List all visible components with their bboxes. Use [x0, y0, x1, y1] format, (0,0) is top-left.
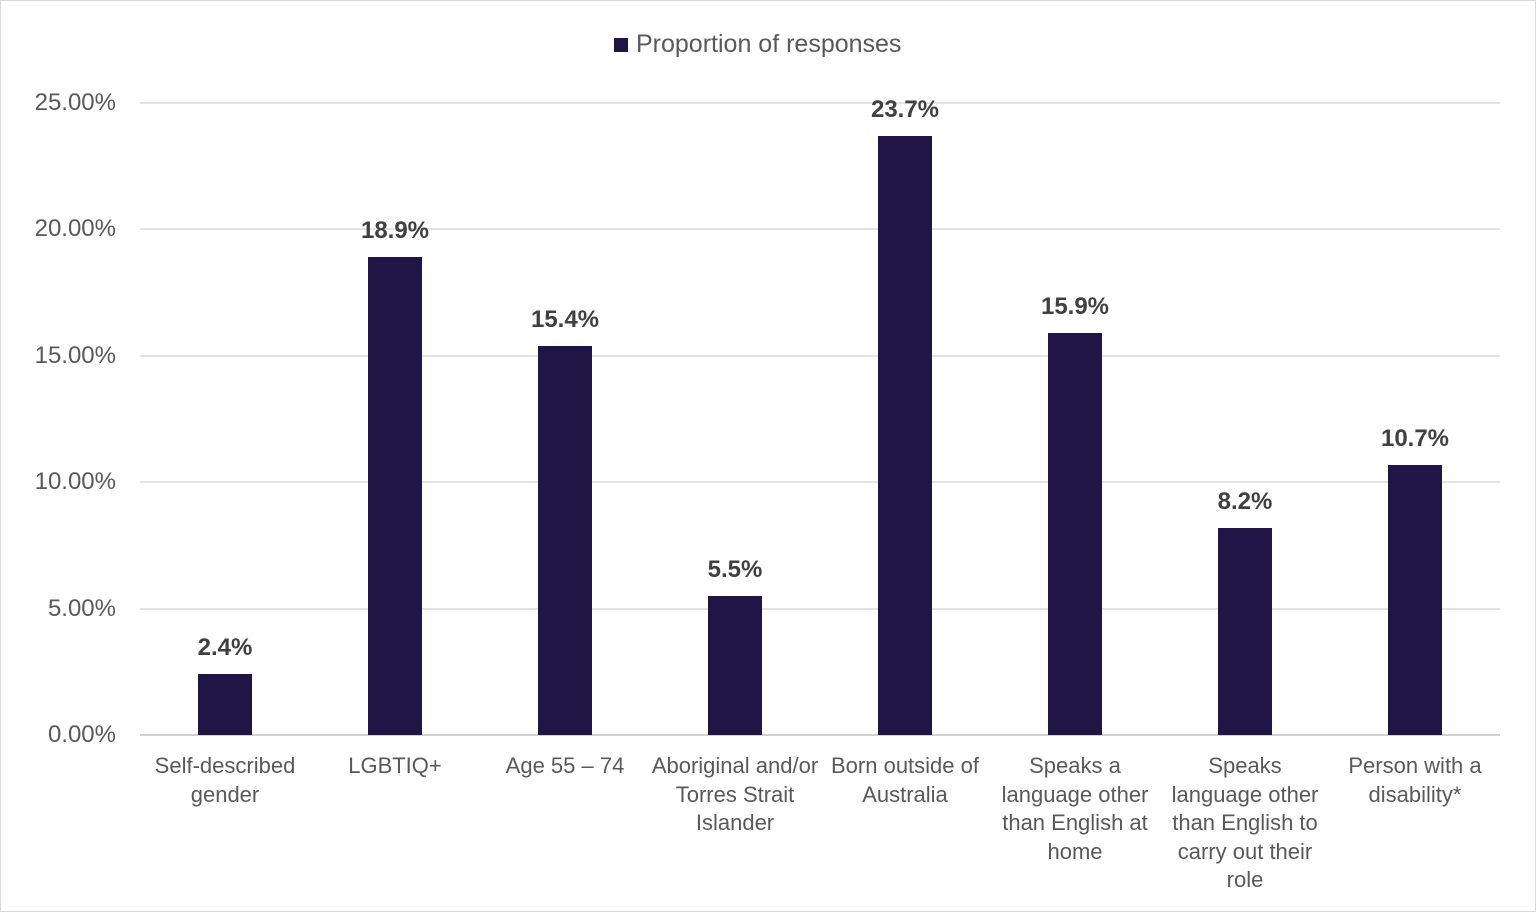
gridline [140, 228, 1500, 231]
x-category-label: Aboriginal and/or Torres Strait Islander [651, 753, 819, 835]
data-label: 18.9% [360, 217, 430, 245]
data-label: 15.9% [1040, 293, 1110, 321]
x-axis-line [140, 734, 1500, 736]
legend-label: Proportion of responses [636, 30, 902, 58]
bar [1218, 527, 1272, 735]
gridline [140, 354, 1500, 357]
y-tick-label: 25.00% [34, 89, 116, 116]
bar [368, 257, 422, 735]
bar [878, 135, 932, 735]
bar [1048, 333, 1102, 735]
y-tick-label: 5.00% [47, 594, 116, 622]
x-category-label: Age 55 – 74 [505, 753, 625, 778]
legend-swatch [614, 37, 628, 52]
bar [708, 595, 762, 735]
x-category-label: LGBTIQ+ [348, 753, 442, 778]
x-category-label: Self-described gender [154, 753, 296, 807]
data-label: 8.2% [1217, 487, 1273, 515]
data-label: 10.7% [1380, 424, 1450, 452]
bar [538, 345, 592, 735]
gridline [140, 607, 1500, 610]
x-category-label: Speaks language other than English to ca… [1171, 753, 1319, 892]
y-tick-label: 0.00% [47, 721, 116, 748]
gridline [140, 481, 1500, 484]
x-category-label: Born outside of Australia [831, 753, 979, 807]
bar [1388, 464, 1442, 735]
gridline [140, 102, 1500, 104]
legend: Proportion of responses [614, 30, 901, 59]
x-category-label: Speaks a language other than English at … [1001, 753, 1149, 864]
y-tick-label: 15.00% [34, 341, 116, 369]
bar [198, 674, 252, 735]
data-label: 23.7% [870, 95, 940, 123]
y-tick-label: 20.00% [34, 215, 116, 243]
y-tick-label: 10.00% [34, 468, 116, 496]
data-label: 2.4% [197, 634, 253, 662]
data-label: 5.5% [707, 555, 763, 583]
x-category-label: Person with a disability* [1348, 753, 1482, 807]
data-label: 15.4% [530, 305, 600, 333]
